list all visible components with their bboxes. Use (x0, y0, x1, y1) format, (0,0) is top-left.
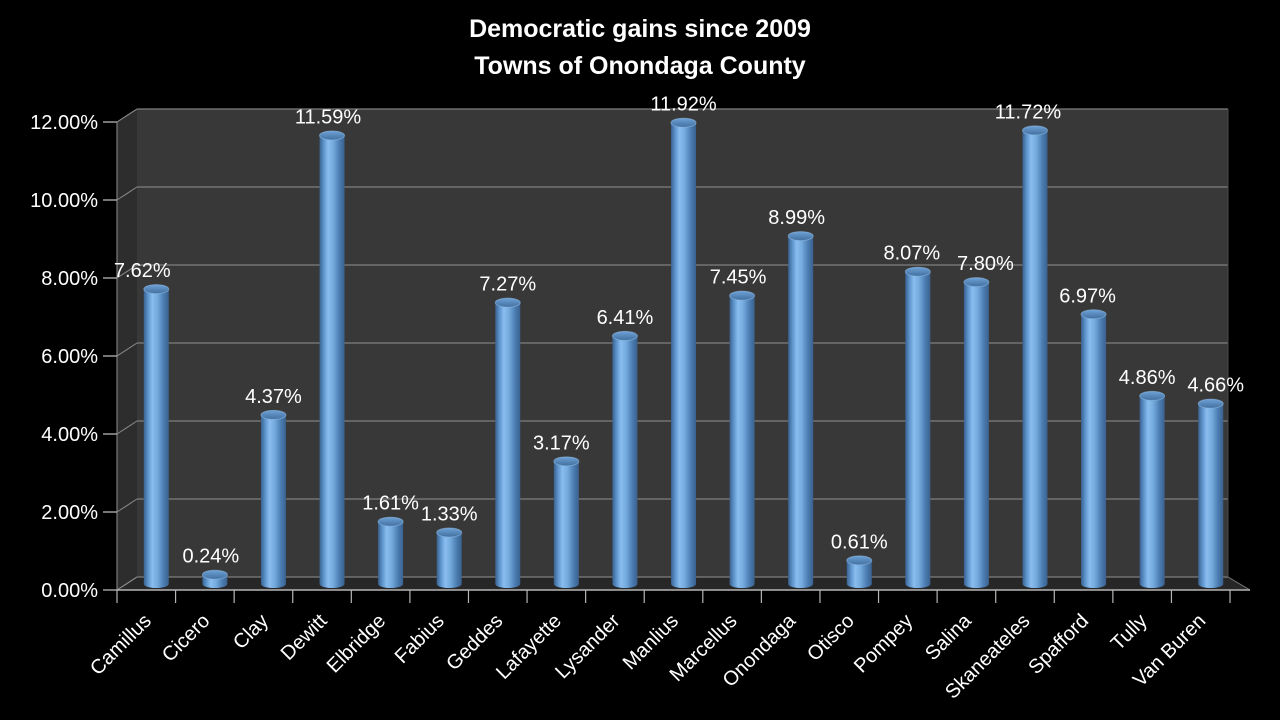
y-tick-label: 0.00% (41, 580, 98, 602)
bar-geddes (494, 297, 521, 588)
bar-body (671, 122, 697, 589)
y-tick-diagonal (116, 108, 138, 123)
y-tick-label: 2.00% (41, 502, 98, 524)
bar-body (378, 521, 404, 588)
bar-body (143, 289, 169, 588)
value-label: 7.62% (114, 260, 171, 282)
value-label: 7.45% (710, 267, 767, 289)
value-label: 4.66% (1187, 375, 1244, 397)
bar-onondaga (787, 231, 814, 588)
value-label: 0.61% (831, 531, 888, 553)
value-label: 1.61% (362, 493, 419, 515)
bar-top-cap (260, 409, 287, 420)
y-tick-label: 10.00% (30, 190, 98, 212)
bar-top-cap (1080, 309, 1107, 320)
bar-lysander (611, 330, 638, 588)
bar-top-cap (436, 527, 463, 538)
bar-body (788, 236, 814, 588)
bar-body (319, 135, 345, 589)
value-label: 11.72% (995, 101, 1062, 123)
bar-body (963, 282, 989, 588)
bar-top-cap (611, 330, 638, 341)
value-label: 4.86% (1119, 367, 1176, 389)
bar-body (1139, 395, 1165, 588)
x-axis (116, 589, 1250, 603)
chart-title: Democratic gains since 2009 (469, 15, 811, 43)
value-label: 11.92% (650, 94, 717, 116)
bar-top-cap (1139, 390, 1166, 401)
value-label: 7.80% (957, 253, 1014, 275)
bar-marcellus (729, 290, 756, 588)
bar-lafayette (553, 456, 580, 588)
bar-top-cap (846, 555, 873, 566)
y-tick-diagonal (116, 186, 138, 201)
bar-top-cap (670, 117, 697, 128)
bar-top-cap (963, 277, 990, 288)
bar-fabius (436, 527, 463, 588)
bar-top-cap (201, 569, 228, 580)
bar-top-cap (319, 130, 346, 141)
bar-body (1081, 314, 1107, 588)
y-tick-diagonal (116, 576, 138, 591)
bar-elbridge (377, 516, 404, 588)
y-tick-label: 12.00% (30, 112, 98, 134)
value-label: 6.41% (597, 307, 654, 329)
bar-top-cap (553, 456, 580, 467)
bar-body (1022, 130, 1048, 588)
bar-body (260, 414, 286, 588)
value-label: 4.37% (245, 386, 302, 408)
y-tick-diagonal (116, 420, 138, 435)
bar-top-cap (143, 284, 170, 295)
value-label: 1.33% (421, 504, 478, 526)
value-label: 11.59% (295, 106, 362, 128)
bar-body (495, 302, 521, 588)
value-labels: 7.62% 0.24% 4.37% 11.59% 1.61% 1.33% 7.27% 3.17… (114, 94, 1244, 568)
bar-body (612, 335, 638, 588)
bar-body (905, 271, 931, 588)
bar-spafford (1080, 309, 1107, 588)
chart-subtitle: Towns of Onondaga County (474, 52, 806, 80)
bar-top-cap (1197, 398, 1224, 409)
bar-clay (260, 409, 287, 588)
bar-body (846, 560, 872, 588)
bar-camillus (143, 284, 170, 588)
bar-cicero (201, 569, 228, 588)
value-label: 6.97% (1059, 285, 1116, 307)
bar-body (553, 461, 579, 588)
bar-otisco (846, 555, 873, 588)
bar-top-cap (729, 290, 756, 301)
y-tick-diagonal (116, 342, 138, 357)
y-tick-label: 4.00% (41, 424, 98, 446)
bars (143, 117, 1224, 589)
bar-body (1198, 403, 1224, 588)
bar-pompey (904, 266, 931, 588)
y-tick-diagonal (116, 498, 138, 513)
plot-area-3d: 0.00% 2.00% 4.00% 6.00% 8.00% 10.00% 12.00% 7.6… (30, 94, 1251, 703)
bar-top-cap (494, 297, 521, 308)
bar-dewitt (319, 130, 346, 589)
bar-body (436, 532, 462, 588)
value-label: 7.27% (479, 274, 536, 296)
bar-top-cap (787, 231, 814, 242)
bar-top-cap (1021, 125, 1048, 136)
bar-tully (1139, 390, 1166, 588)
bar-salina (963, 277, 990, 588)
bar-manlius (670, 117, 697, 589)
bar-top-cap (904, 266, 931, 277)
value-label: 0.24% (183, 546, 240, 568)
value-label: 3.17% (533, 432, 590, 454)
y-tick-label: 8.00% (41, 268, 98, 290)
y-tick-label: 6.00% (41, 346, 98, 368)
value-label: 8.99% (768, 207, 825, 229)
bar-van-buren (1197, 398, 1224, 588)
value-label: 8.07% (883, 243, 940, 265)
y-axis: 0.00% 2.00% 4.00% 6.00% 8.00% 10.00% 12.00% (30, 108, 138, 602)
bar-top-cap (377, 516, 404, 527)
bar-skaneateles (1021, 125, 1048, 588)
bar-body (729, 295, 755, 588)
y-tick-diagonal (116, 264, 138, 279)
